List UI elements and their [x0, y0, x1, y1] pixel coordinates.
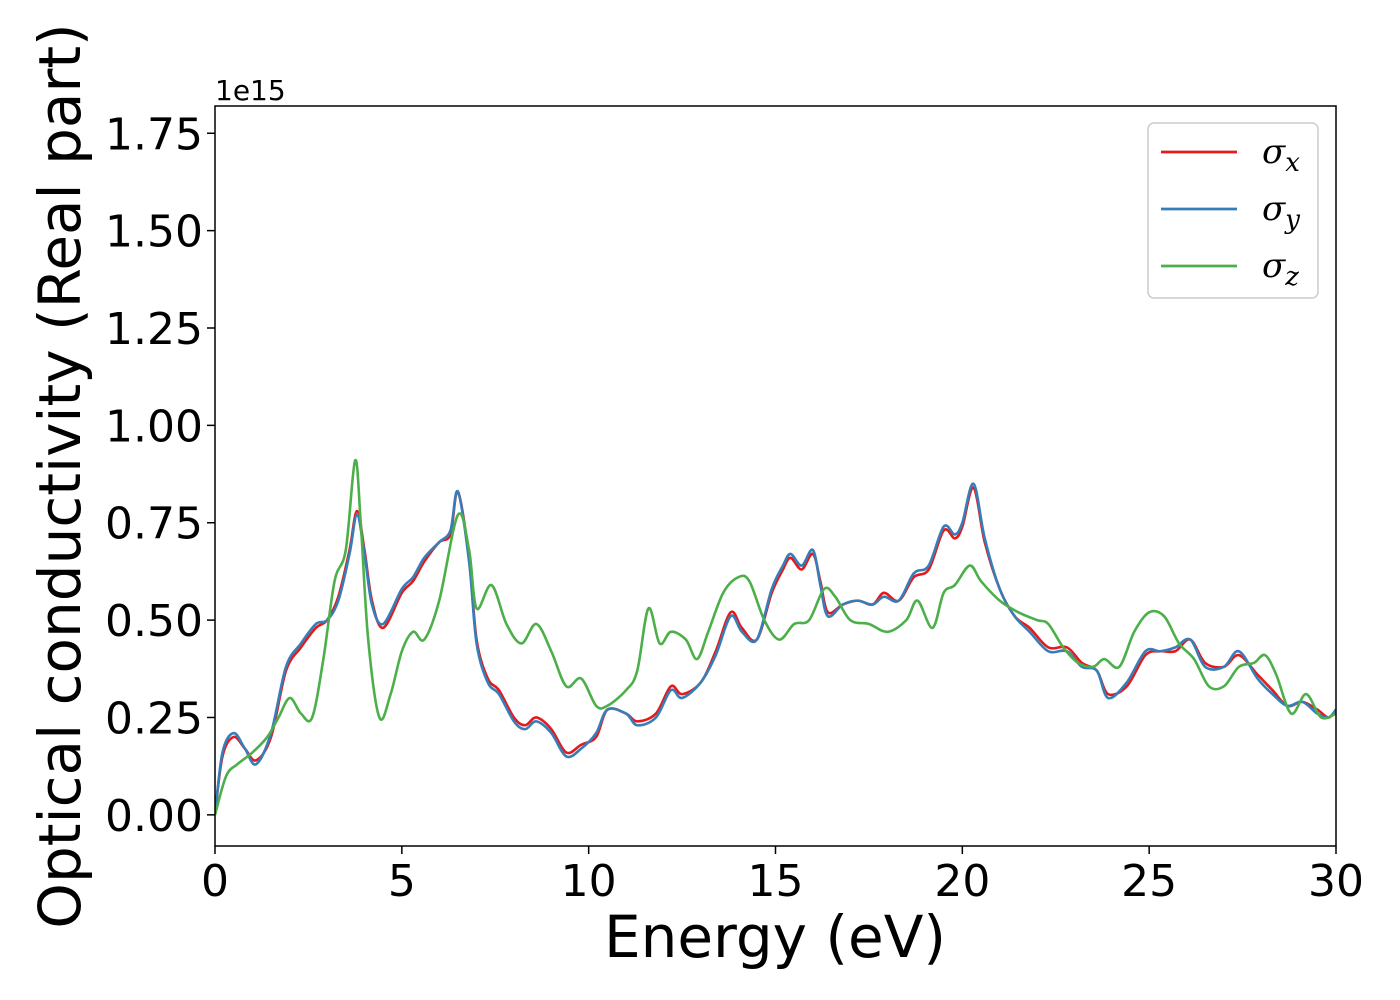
legend-label-x: σx — [1262, 132, 1300, 178]
series-line-z — [215, 459, 1336, 816]
x-tick-label: 5 — [388, 856, 416, 907]
y-axis-ticks: 0.00 0.25 0.50 0.75 1.00 1.25 1.50 1.75 — [105, 109, 215, 842]
legend-box — [1147, 122, 1319, 299]
y-tick-label: 0.25 — [105, 693, 203, 744]
y-tick-label: 1.25 — [105, 304, 203, 355]
x-tick-label: 25 — [1121, 856, 1177, 907]
y-tick-label: 0.00 — [105, 791, 203, 842]
y-tick-label: 1.00 — [105, 401, 203, 452]
x-tick-label: 0 — [201, 856, 229, 907]
legend: σx σy σz — [1147, 122, 1319, 299]
x-tick-label: 30 — [1308, 856, 1364, 907]
y-offset-label: 1e15 — [215, 74, 286, 107]
x-axis-ticks: 0 5 10 15 20 25 30 — [201, 846, 1364, 907]
y-axis-label: Optical conductivity (Real part) — [26, 23, 94, 928]
x-tick-label: 10 — [561, 856, 617, 907]
legend-items: σx σy σz — [1161, 132, 1300, 292]
y-tick-label: 0.50 — [105, 596, 203, 647]
legend-label-z: σz — [1262, 246, 1299, 292]
legend-label-y: σy — [1262, 189, 1300, 235]
y-tick-label: 0.75 — [105, 499, 203, 550]
series-layer — [215, 459, 1336, 816]
x-tick-label: 15 — [748, 856, 804, 907]
x-tick-label: 20 — [934, 856, 990, 907]
y-tick-label: 1.50 — [105, 207, 203, 258]
x-axis-label: Energy (eV) — [604, 903, 946, 971]
series-line-y — [215, 482, 1336, 815]
y-tick-label: 1.75 — [105, 109, 203, 160]
